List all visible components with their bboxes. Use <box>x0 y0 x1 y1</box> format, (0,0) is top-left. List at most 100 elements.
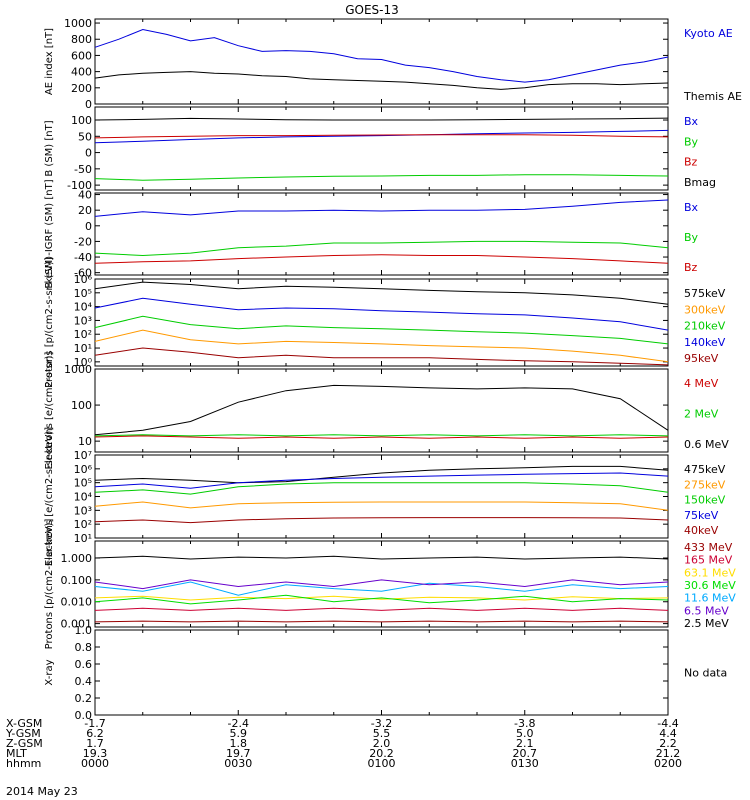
series-line-By <box>94 174 669 181</box>
legend-entry: 63.1 MeV <box>684 566 736 579</box>
panel-2: -100 -50 0 50 100 B (SM) [nT] Bx By Bz Bmag <box>44 106 716 192</box>
y-tick-label: 100 <box>71 114 92 127</box>
y-tick-label: 10⁴ <box>74 491 93 504</box>
y-tick-label: -20 <box>74 235 92 248</box>
legend-entry: 475keV <box>684 463 726 476</box>
y-tick-label: -50 <box>74 163 92 176</box>
panel-7: 0.001 0.010 0.100 1.000 Protons [p/(cm2-s-sr… <box>44 519 736 650</box>
footer-value: 2.1 <box>516 737 534 750</box>
series-line-Bx <box>94 199 669 217</box>
y-tick-label: 10⁰ <box>74 356 93 369</box>
y-tick-label: 0.4 <box>75 675 93 688</box>
series-line-140keV <box>94 297 669 331</box>
panel-1: 0 200 400 600 800 1000 AE index [nT] Kyoto AE Th… <box>44 17 742 111</box>
y-tick-label: 10⁵ <box>74 287 92 300</box>
legend-entry: 433 MeV <box>684 541 733 554</box>
y-tick-label: 600 <box>71 49 92 62</box>
y-axis-label: X-ray <box>44 659 55 685</box>
footer-row-label: Y-GSM <box>5 727 41 740</box>
series-line-63.1-MeV <box>94 595 669 601</box>
y-tick-label: 10² <box>74 328 92 341</box>
footer-value: 1.8 <box>230 737 248 750</box>
legend-entry: 40keV <box>684 524 719 537</box>
no-data-note: No data <box>684 667 727 680</box>
series-line-Bmag <box>94 117 669 121</box>
series-line-433-MeV <box>94 620 669 623</box>
y-axis-label: B (SM)-IGRF (SM) [nT] <box>44 179 55 288</box>
series-line-300keV <box>94 329 669 363</box>
series-line-575keV <box>94 281 669 305</box>
series-line-Bz <box>94 134 669 139</box>
y-tick-label: 10⁴ <box>74 301 93 314</box>
series-line-30.6-MeV <box>94 594 669 605</box>
footer-value: 19.3 <box>83 747 108 760</box>
y-tick-label: 40 <box>78 189 92 202</box>
footer-value: 4.4 <box>659 727 677 740</box>
footer-row-label: X-GSM <box>6 717 42 730</box>
y-tick-label: 0.100 <box>61 574 93 587</box>
legend-entry: 11.6 MeV <box>684 592 736 605</box>
legend-entry: 95keV <box>684 352 719 365</box>
footer-value: 2.0 <box>373 737 391 750</box>
y-tick-label: -40 <box>74 251 92 264</box>
y-tick-label: -60 <box>74 267 92 280</box>
y-tick-label: 0 <box>85 220 92 233</box>
y-tick-label: 1.0 <box>75 624 93 637</box>
series-line-2-MeV <box>94 434 669 437</box>
legend-entry: Bz <box>684 156 698 169</box>
footer-value: -2.4 <box>228 717 249 730</box>
footer-value: 20.7 <box>513 747 538 760</box>
series-line-150keV <box>94 482 669 495</box>
legend-entry: Themis AE <box>683 90 742 103</box>
panel-frame <box>94 629 669 716</box>
footer-value: 1.7 <box>86 737 104 750</box>
footer-value: -3.8 <box>514 717 535 730</box>
footer-value: 0130 <box>511 757 539 770</box>
footer-value: 0000 <box>81 757 109 770</box>
footer-value: 2.2 <box>659 737 677 750</box>
series-line-95keV <box>94 347 669 366</box>
footer-value: 19.7 <box>226 747 251 760</box>
date-label: 2014 May 23 <box>6 785 78 798</box>
footer-value: 20.2 <box>369 747 394 760</box>
y-tick-label: 10⁵ <box>74 477 92 490</box>
y-tick-label: 20 <box>78 204 92 217</box>
footer-value: 6.2 <box>86 727 104 740</box>
y-tick-label: 10⁷ <box>74 449 92 462</box>
footer-row-label: Z-GSM <box>6 737 43 750</box>
y-tick-label: 10¹ <box>74 532 92 545</box>
series-line-6.5-MeV <box>94 579 669 590</box>
footer-row-label: MLT <box>6 747 27 760</box>
y-tick-label: 0.6 <box>75 658 93 671</box>
y-tick-label: 200 <box>71 82 92 95</box>
footer-value: -4.4 <box>657 717 678 730</box>
panel-frame <box>94 18 669 105</box>
series-line-2.5-MeV <box>94 555 669 560</box>
footer-value: -3.2 <box>371 717 392 730</box>
legend-entry: 575keV <box>684 287 726 300</box>
legend-entry: 275keV <box>684 478 726 491</box>
y-tick-label: 10³ <box>74 314 92 327</box>
footer-value: -1.7 <box>84 717 105 730</box>
panel-3: -60 -40 -20 0 20 40 B (SM)-IGRF (SM) [nT] Bx By B… <box>44 179 699 288</box>
y-axis-label: Protons [p/(cm2-s-sr-keV)] <box>44 257 55 388</box>
panel-5: 10 100 1000 Electrons [e/(cm2-s-sr)] 4 MeV 2 … <box>44 351 729 469</box>
y-tick-label: 10⁶ <box>74 273 93 286</box>
footer-value: 5.0 <box>516 727 534 740</box>
series-line-Bz <box>94 254 669 264</box>
panel-frame <box>94 454 669 539</box>
legend-entry: Bz <box>684 261 698 274</box>
legend-entry: 6.5 MeV <box>684 604 729 617</box>
series-line-40keV <box>94 517 669 524</box>
series-line-210keV <box>94 315 669 345</box>
legend-entry: By <box>684 231 699 244</box>
y-tick-label: 0.0 <box>75 709 93 722</box>
footer-value: 5.9 <box>230 727 248 740</box>
legend-entry: By <box>684 135 699 148</box>
y-tick-label: 800 <box>71 33 92 46</box>
legend-entry: 0.6 MeV <box>684 438 729 451</box>
series-line-165-MeV <box>94 607 669 611</box>
